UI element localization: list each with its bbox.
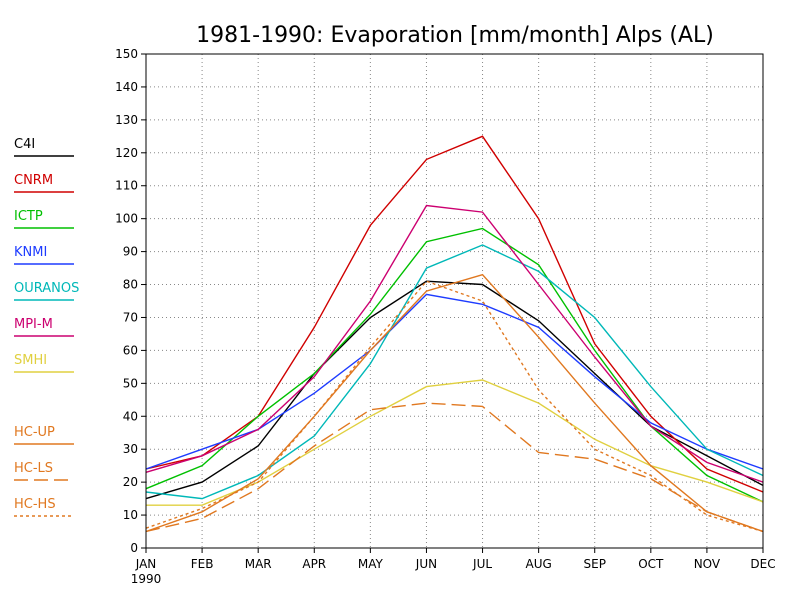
x-tick-label: JUN [415, 557, 437, 571]
x-tick-label: JUL [472, 557, 492, 571]
legend-label-smhi: SMHI [14, 353, 47, 368]
x-tick-label: SEP [584, 557, 606, 571]
series-line-hc-hs [145, 280, 764, 533]
grid-layer [146, 54, 763, 548]
legend-label-knmi: KNMI [14, 245, 47, 260]
legend: C4I CNRM ICTP KNMI OURANOS MPI-M SMHI HC-UP HC-L… [14, 137, 79, 517]
y-tick-label: 120 [115, 146, 138, 160]
y-tick-label: 0 [130, 541, 138, 555]
x-tick-label: MAR [245, 557, 272, 571]
y-tick-label: 100 [115, 212, 138, 226]
x-tick-label: JAN [135, 557, 157, 571]
plot-frame [145, 53, 764, 549]
x-tick-label: AUG [525, 557, 551, 571]
y-tick-label: 30 [123, 442, 138, 456]
legend-label-hc-up: HC-UP [14, 425, 55, 440]
legend-label-cnrm: CNRM [14, 173, 53, 188]
series-line-ictp [145, 227, 764, 503]
y-tick-label: 40 [123, 409, 138, 423]
x-axis-sublabel: 1990 [131, 572, 162, 586]
x-tick-label: MAY [358, 557, 384, 571]
y-tick-label: 130 [115, 113, 138, 127]
series-line-c4i [145, 280, 764, 500]
series-line-mpi-m [145, 204, 764, 483]
x-tick-label: FEB [191, 557, 214, 571]
axis-layer: JAN FEB MAR APR MAY JUN JUL AUG SEP OCT NOV DEC 0 10 2… [115, 47, 776, 571]
series-line-knmi [145, 293, 764, 470]
legend-label-hc-ls: HC-LS [14, 461, 53, 476]
legend-label-mpi-m: MPI-M [14, 317, 53, 332]
y-tick-label: 80 [123, 278, 138, 292]
legend-label-ictp: ICTP [14, 209, 43, 224]
y-tick-label: 90 [123, 245, 138, 259]
y-tick-label: 20 [123, 475, 138, 489]
y-tick-label: 10 [123, 508, 138, 522]
y-tick-label: 140 [115, 80, 138, 94]
x-tick-label: APR [302, 557, 326, 571]
legend-label-hc-hs: HC-HS [14, 497, 56, 512]
legend-label-c4i: C4I [14, 137, 35, 152]
legend-label-ouranos: OURANOS [14, 281, 79, 296]
x-tick-label: DEC [750, 557, 775, 571]
y-tick-label: 110 [115, 179, 138, 193]
x-tick-label: NOV [694, 557, 721, 571]
y-tick-label: 50 [123, 376, 138, 390]
chart-title: 1981-1990: Evaporation [mm/month] Alps (… [196, 23, 714, 48]
y-tick-label: 150 [115, 47, 138, 61]
series-line-smhi [146, 379, 764, 506]
series-line-hc-up [145, 273, 764, 533]
x-tick-label: OCT [638, 557, 664, 571]
y-tick-label: 70 [123, 310, 138, 324]
y-tick-label: 60 [123, 343, 138, 357]
series-line-hc-ls [145, 402, 764, 533]
series-line-ouranos [145, 244, 764, 500]
series-line-cnrm [145, 135, 764, 493]
series-layer [145, 135, 764, 533]
